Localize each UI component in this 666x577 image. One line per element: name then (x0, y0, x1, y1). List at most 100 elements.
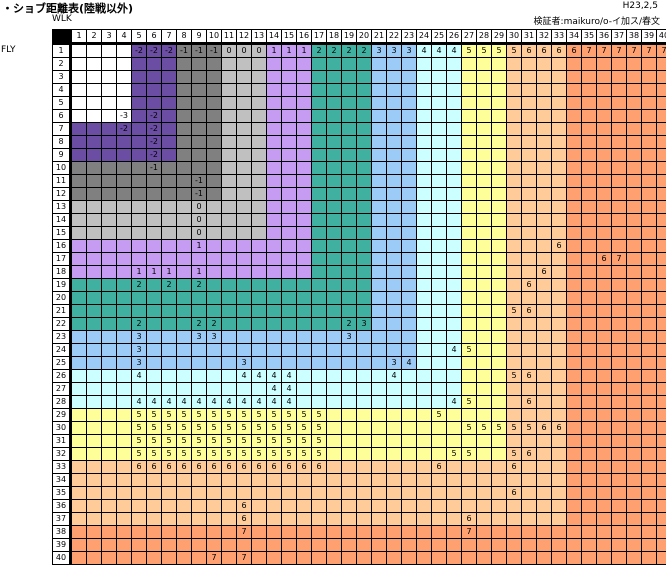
grid-cell (461, 356, 477, 370)
grid-cell (596, 343, 612, 357)
grid-cell: 4 (161, 395, 177, 409)
grid-cell (296, 213, 312, 227)
grid-cell (476, 109, 492, 123)
grid-cell (326, 278, 342, 292)
grid-cell (191, 486, 207, 500)
grid-cell (551, 460, 567, 474)
grid-cell (69, 408, 87, 422)
grid-cell (191, 148, 207, 162)
row-header-17: 17 (52, 252, 71, 266)
grid-cell (251, 473, 267, 487)
grid-cell (266, 499, 282, 513)
grid-cell (146, 278, 162, 292)
grid-cell: -1 (176, 42, 192, 58)
grid-cell (551, 213, 567, 227)
grid-cell (116, 291, 132, 305)
grid-cell (206, 135, 222, 149)
grid-cell (431, 96, 447, 110)
grid-cell (341, 291, 357, 305)
grid-cell (251, 122, 267, 136)
grid-cell (446, 330, 462, 344)
grid-cell: 6 (506, 486, 522, 500)
grid-cell (386, 187, 402, 201)
table-row: 30 5 5 5 5 5 5 5 5 5 5 5 5 5 5 5 5 5 5 6 6 (52, 421, 666, 435)
column-header-29: 29 (491, 29, 507, 44)
grid-cell (116, 408, 132, 422)
grid-cell: 4 (266, 395, 282, 409)
grid-cell (536, 434, 552, 448)
row-header-24: 24 (52, 343, 71, 357)
grid-cell (131, 538, 147, 552)
grid-cell (536, 109, 552, 123)
grid-cell (266, 525, 282, 539)
grid-cell (506, 512, 522, 526)
grid-cell: 6 (536, 42, 552, 58)
grid-cell (491, 278, 507, 292)
grid-cell (86, 96, 102, 110)
grid-cell: 4 (281, 395, 297, 409)
grid-cell (146, 291, 162, 305)
grid-cell (356, 525, 372, 539)
grid-cell (656, 369, 666, 383)
grid-cell (626, 369, 642, 383)
grid-cell: 5 (266, 421, 282, 435)
grid-cell (69, 148, 87, 162)
grid-cell (566, 512, 582, 526)
row-header-32: 32 (52, 447, 71, 461)
grid-cell (176, 499, 192, 513)
grid-cell (236, 57, 252, 71)
grid-cell (161, 83, 177, 97)
grid-cell (266, 96, 282, 110)
grid-cell (311, 330, 327, 344)
grid-cell (281, 57, 297, 71)
column-header-15: 15 (281, 29, 297, 44)
grid-cell (431, 187, 447, 201)
grid-cell (341, 512, 357, 526)
grid-cell (69, 135, 87, 149)
grid-cell (176, 226, 192, 240)
grid-cell (656, 356, 666, 370)
grid-cell (611, 395, 627, 409)
table-row: 14 0 (52, 213, 666, 227)
grid-cell (626, 226, 642, 240)
grid-cell (251, 317, 267, 331)
grid-cell (641, 330, 657, 344)
grid-cell (416, 265, 432, 279)
grid-cell (266, 109, 282, 123)
grid-cell (69, 499, 87, 513)
grid-cell (69, 356, 87, 370)
grid-cell (69, 187, 87, 201)
grid-cell (401, 395, 417, 409)
grid-cell (236, 109, 252, 123)
grid-cell (236, 213, 252, 227)
grid-cell (581, 161, 597, 175)
grid-cell (161, 330, 177, 344)
grid-cell (69, 447, 87, 461)
grid-cell (416, 135, 432, 149)
grid-cell (491, 252, 507, 266)
grid-cell (551, 525, 567, 539)
grid-cell: 4 (206, 395, 222, 409)
grid-cell (506, 226, 522, 240)
grid-cell (69, 174, 87, 188)
grid-cell (266, 57, 282, 71)
grid-cell (116, 395, 132, 409)
grid-cell (281, 551, 297, 565)
grid-cell (176, 96, 192, 110)
grid-cell (356, 538, 372, 552)
grid-cell (431, 486, 447, 500)
grid-cell (416, 421, 432, 435)
grid-cell: 7 (581, 42, 597, 58)
grid-cell (311, 551, 327, 565)
grid-cell (101, 161, 117, 175)
column-header-9: 9 (191, 29, 207, 44)
grid-cell (101, 96, 117, 110)
grid-cell (596, 551, 612, 565)
grid-cell (461, 122, 477, 136)
grid-cell (206, 161, 222, 175)
grid-cell (401, 551, 417, 565)
grid-cell (191, 343, 207, 357)
grid-cell (236, 382, 252, 396)
grid-cell (101, 408, 117, 422)
grid-cell (401, 174, 417, 188)
